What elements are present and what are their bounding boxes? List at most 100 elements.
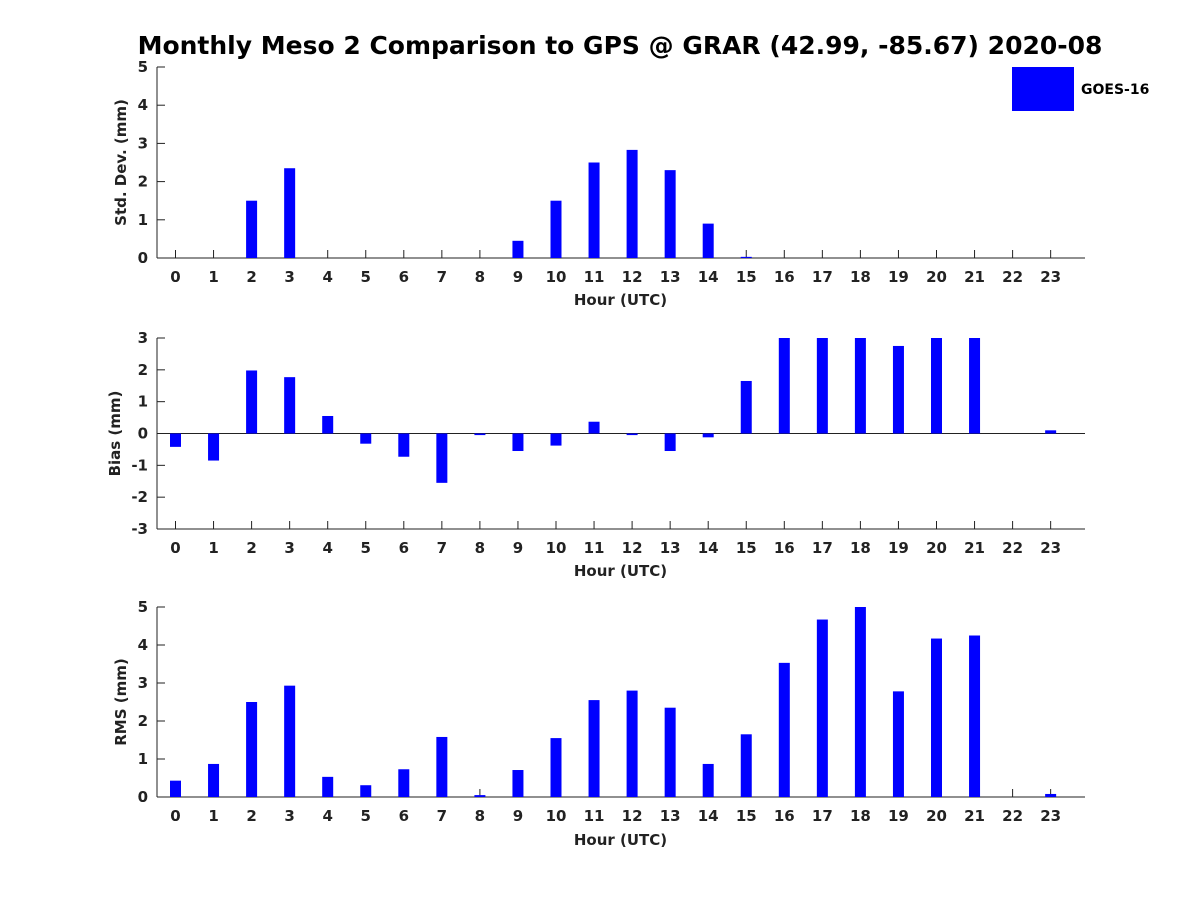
rms-x-tick-label: 12: [622, 807, 643, 825]
bias-bar-hour-15: [740, 380, 752, 434]
bias-x-tick-label: 13: [660, 539, 681, 557]
rms-x-tick-label: 2: [246, 807, 256, 825]
std-dev-x-tick-label: 2: [246, 268, 256, 286]
bias-x-tick-label: 3: [284, 539, 294, 557]
bias-x-tick-label: 21: [964, 539, 985, 557]
std-dev-bar-hour-13: [664, 170, 676, 258]
bias-bar-hour-19: [892, 345, 904, 434]
rms-x-tick-label: 8: [475, 807, 485, 825]
bias-y-tick-label: -1: [131, 456, 148, 474]
rms-x-tick-label: 13: [660, 807, 681, 825]
rms-x-tick-label: 15: [736, 807, 757, 825]
std-dev-y-tick-label: 4: [138, 96, 148, 114]
figure-title: Monthly Meso 2 Comparison to GPS @ GRAR …: [138, 31, 1103, 60]
bias-bar-hour-13: [664, 433, 676, 452]
rms-bar-hour-23: [1045, 793, 1057, 797]
bias-x-tick-label: 5: [361, 539, 371, 557]
bias-bar-hour-6: [398, 433, 410, 457]
bias-bar-hour-12: [626, 433, 638, 436]
bias-x-tick-label: 17: [812, 539, 833, 557]
bias-x-tick-label: 10: [546, 539, 567, 557]
bias-bar-hour-17: [816, 338, 828, 434]
rms-x-tick-label: 22: [1002, 807, 1023, 825]
std-dev-x-tick-label: 19: [888, 268, 909, 286]
bias-x-tick-label: 0: [170, 539, 180, 557]
rms-bar-hour-20: [931, 638, 942, 797]
rms-x-tick-label: 11: [584, 807, 605, 825]
std-dev-x-tick-label: 15: [736, 268, 757, 286]
bias-x-tick-label: 12: [622, 539, 643, 557]
bias-bar-hour-3: [284, 377, 296, 434]
std-dev-x-tick-label: 1: [208, 268, 218, 286]
bias-bar-hour-20: [931, 338, 942, 434]
std-dev-bar-hour-11: [588, 162, 600, 258]
rms-y-tick-label: 3: [138, 674, 148, 692]
bias-x-tick-label: 18: [850, 539, 871, 557]
rms-x-tick-label: 5: [361, 807, 371, 825]
bias-x-tick-label: 6: [399, 539, 409, 557]
rms-bar-hour-19: [892, 691, 904, 797]
std-dev-bar-hour-2: [246, 200, 258, 258]
std-dev-x-tick-label: 0: [170, 268, 180, 286]
std-dev-x-tick-label: 20: [926, 268, 947, 286]
bias-x-tick-label: 14: [698, 539, 719, 557]
bias-y-axis-label: Bias (mm): [106, 391, 124, 477]
bias-x-axis-label: Hour (UTC): [574, 562, 667, 580]
bias-x-tick-label: 4: [322, 539, 332, 557]
std-dev-x-tick-label: 17: [812, 268, 833, 286]
rms-x-tick-label: 1: [208, 807, 218, 825]
bias-x-tick-label: 19: [888, 539, 909, 557]
rms-bar-hour-3: [284, 685, 296, 797]
rms-x-tick-label: 19: [888, 807, 909, 825]
rms-x-tick-label: 21: [964, 807, 985, 825]
bias-bar-hour-0: [170, 433, 181, 447]
std-dev-x-tick-label: 21: [964, 268, 985, 286]
bias-bar-hour-23: [1045, 430, 1057, 434]
bias-x-tick-label: 22: [1002, 539, 1023, 557]
std-dev-x-tick-label: 3: [284, 268, 294, 286]
rms-bar-hour-17: [816, 619, 828, 797]
std-dev-x-tick-label: 23: [1040, 268, 1061, 286]
rms-x-tick-label: 20: [926, 807, 947, 825]
bias-bar-hour-21: [969, 338, 981, 434]
bias-x-tick-label: 23: [1040, 539, 1061, 557]
rms-y-tick-label: 5: [138, 598, 148, 616]
bias-bar-hour-10: [550, 433, 562, 446]
rms-x-tick-label: 9: [513, 807, 523, 825]
bias-bar-hour-2: [246, 370, 258, 434]
rms-bar-hour-16: [778, 662, 790, 797]
rms-x-tick-label: 7: [437, 807, 447, 825]
std-dev-y-tick-label: 5: [138, 58, 148, 76]
bias-x-tick-label: 8: [475, 539, 485, 557]
bias-bar-hour-9: [512, 433, 524, 452]
rms-x-tick-label: 6: [399, 807, 409, 825]
rms-x-tick-label: 0: [170, 807, 180, 825]
std-dev-x-tick-label: 5: [361, 268, 371, 286]
bias-bar-hour-7: [436, 433, 448, 483]
rms-x-tick-label: 3: [284, 807, 294, 825]
std-dev-x-tick-label: 7: [437, 268, 447, 286]
std-dev-y-tick-label: 3: [138, 134, 148, 152]
legend-label: GOES-16: [1081, 82, 1149, 98]
bias-bar-hour-4: [322, 415, 334, 434]
bias-x-tick-label: 15: [736, 539, 757, 557]
bias-x-tick-label: 20: [926, 539, 947, 557]
std-dev-x-tick-label: 6: [399, 268, 409, 286]
std-dev-y-tick-label: 0: [138, 249, 148, 267]
rms-bar-hour-13: [664, 707, 676, 797]
rms-y-tick-label: 1: [138, 750, 148, 768]
std-dev-x-tick-label: 22: [1002, 268, 1023, 286]
bias-bar-hour-14: [702, 433, 714, 438]
rms-bar-hour-0: [170, 780, 181, 797]
rms-bar-hour-7: [436, 736, 448, 797]
rms-x-tick-label: 23: [1040, 807, 1061, 825]
std-dev-x-tick-label: 11: [584, 268, 605, 286]
rms-x-tick-label: 18: [850, 807, 871, 825]
bias-x-tick-label: 9: [513, 539, 523, 557]
std-dev-y-axis-label: Std. Dev. (mm): [112, 99, 130, 226]
rms-bar-hour-9: [512, 770, 524, 797]
legend-swatch: [1012, 67, 1074, 111]
